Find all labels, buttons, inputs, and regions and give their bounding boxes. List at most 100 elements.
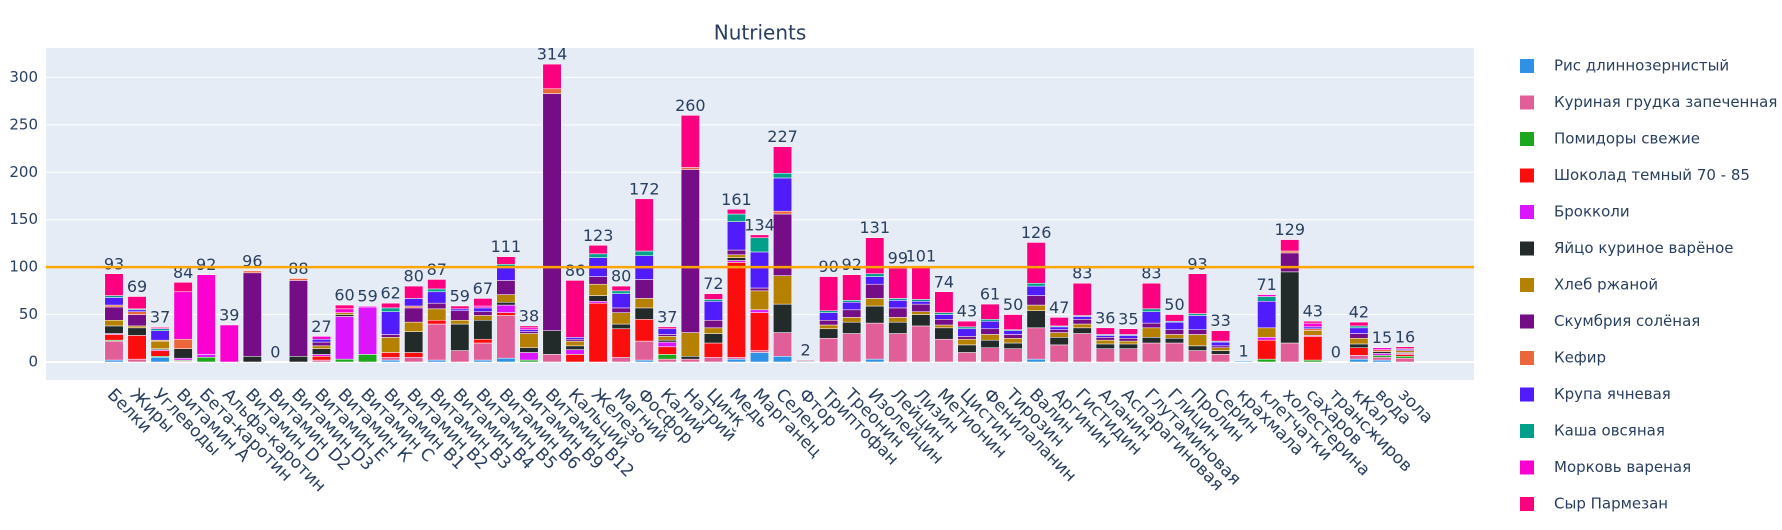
legend-swatch (1520, 460, 1534, 475)
bar-segment (1211, 341, 1231, 347)
bar-segment (173, 357, 193, 361)
bar-segment (819, 328, 839, 339)
bar-segment (542, 330, 562, 355)
bar-segment (1395, 354, 1415, 357)
bar-segment (127, 358, 147, 363)
legend-swatch (1520, 351, 1534, 365)
bar-segment (1049, 337, 1069, 346)
bar-segment (1303, 326, 1323, 330)
legend-swatch (1520, 132, 1534, 146)
bar-segment (1372, 349, 1392, 352)
bar-segment (957, 326, 977, 330)
bar-segment (519, 352, 539, 361)
bar-segment (104, 359, 124, 363)
bar-segment (104, 340, 124, 361)
bar-segment (1118, 340, 1138, 345)
chart-title: Nutrients (714, 21, 807, 45)
bar-segment (473, 342, 493, 361)
total-label: 72 (703, 274, 723, 293)
bar-segment (1188, 334, 1207, 347)
bar-segment (1280, 342, 1300, 363)
bar-segment (750, 312, 769, 351)
bar-segment (773, 146, 793, 174)
bar-segment (1026, 295, 1046, 306)
bar-segment (819, 324, 839, 330)
bar-segment (450, 319, 470, 325)
bar-segment (404, 285, 424, 299)
bar-segment (680, 167, 700, 170)
bar-segment (404, 331, 424, 353)
total-label: 172 (629, 179, 660, 198)
bar-segment (634, 307, 654, 320)
bar-segment (819, 312, 839, 321)
total-label: 96 (242, 251, 262, 270)
bar-segment (934, 314, 954, 320)
bar-segment (1095, 343, 1115, 349)
bar-segment (1280, 271, 1300, 344)
bar-segment (750, 251, 769, 289)
bar-segment (312, 336, 331, 340)
bar-segment (1211, 330, 1231, 342)
bar-segment (980, 320, 1000, 330)
legend-label: Помидоры свежие (1554, 130, 1700, 148)
bar-segment (911, 265, 931, 300)
bar-segment (104, 325, 124, 334)
total-label: 86 (565, 261, 585, 280)
total-label: 123 (583, 226, 614, 245)
legend-label: Крупа ячневая (1554, 385, 1671, 403)
bar-segment (427, 319, 447, 325)
bar-segment (150, 340, 170, 349)
bar-segment (634, 359, 654, 363)
bar-segment (1049, 326, 1069, 330)
total-label: 2 (801, 341, 811, 360)
bar-segment (1003, 348, 1023, 363)
bar-segment (726, 221, 746, 251)
bar-segment (1395, 356, 1415, 359)
total-label: 0 (1331, 342, 1341, 361)
bar-segment (1349, 327, 1369, 334)
legend-label: Брокколи (1554, 203, 1630, 221)
bar-segment (934, 338, 954, 363)
bar-segment (842, 321, 862, 334)
bar-segment (865, 322, 885, 360)
legend-label: Сыр Пармезан (1554, 495, 1668, 513)
bar-segment (1141, 311, 1161, 324)
bar-segment (565, 354, 585, 363)
bar-segment (1372, 353, 1392, 356)
bar-segment (1303, 328, 1323, 331)
legend-label: Шоколад темный 70 - 85 (1554, 166, 1750, 184)
bar-segment (911, 301, 931, 305)
bar-segment (1280, 250, 1300, 254)
total-label: 38 (519, 306, 539, 325)
bar-segment (611, 293, 631, 309)
bar-segment (1118, 348, 1138, 363)
y-tick-label: 300 (9, 68, 38, 86)
bar-segment (473, 298, 493, 307)
bar-segment (1141, 337, 1161, 344)
bar-segment (726, 358, 746, 363)
bar-segment (196, 354, 216, 358)
total-label: 93 (104, 254, 124, 273)
legend-label: Хлеб ржаной (1554, 276, 1658, 294)
bar-segment (1049, 344, 1069, 363)
bar-segment (703, 319, 723, 329)
bar-segment (242, 272, 262, 357)
bar-segment (1257, 296, 1277, 302)
total-label: 60 (334, 286, 354, 305)
bar-segment (150, 356, 170, 363)
bar-segment (450, 310, 470, 321)
legend-swatch (1520, 314, 1534, 329)
bar-segment (911, 303, 931, 312)
bar-segment (542, 354, 562, 363)
bar-segment (957, 338, 977, 346)
bar-segment (1303, 320, 1323, 324)
bar-segment (1188, 345, 1207, 351)
total-label: 92 (196, 255, 216, 274)
bar-segment (1372, 355, 1392, 358)
bar-segment (1349, 343, 1369, 348)
legend-swatch (1520, 59, 1534, 73)
y-tick-label: 250 (9, 115, 38, 133)
bar-segment (288, 280, 308, 357)
bar-segment (473, 319, 493, 340)
bar-segment (496, 304, 516, 313)
